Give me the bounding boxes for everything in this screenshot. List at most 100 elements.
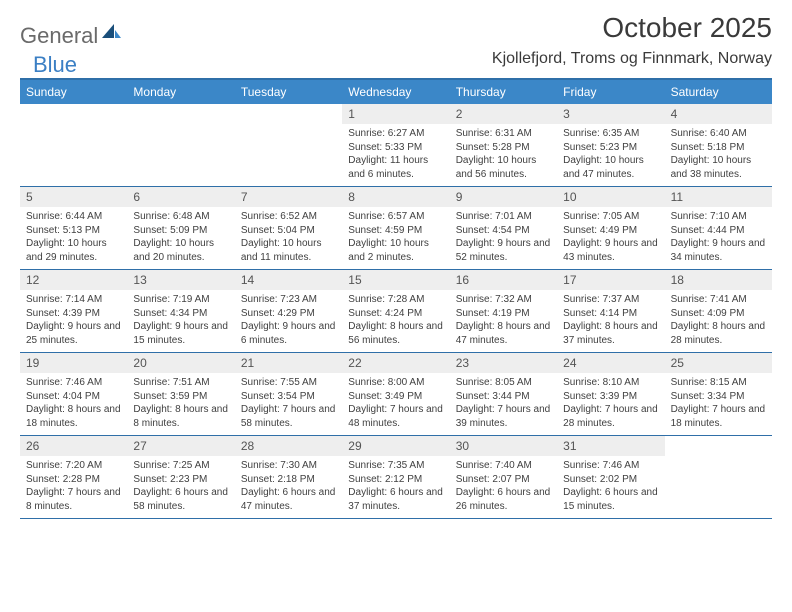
day-header: Saturday — [665, 80, 772, 104]
day-header: Thursday — [450, 80, 557, 104]
calendar: Sunday Monday Tuesday Wednesday Thursday… — [20, 78, 772, 519]
daylight-text: Daylight: 9 hours and 15 minutes. — [133, 320, 228, 347]
day-header-row: Sunday Monday Tuesday Wednesday Thursday… — [20, 80, 772, 104]
day-cell: 15Sunrise: 7:28 AMSunset: 4:24 PMDayligh… — [342, 270, 449, 352]
day-number: 4 — [665, 104, 772, 124]
day-cell: 21Sunrise: 7:55 AMSunset: 3:54 PMDayligh… — [235, 353, 342, 435]
sunset-text: Sunset: 2:23 PM — [133, 473, 228, 487]
sunrise-text: Sunrise: 6:35 AM — [563, 127, 658, 141]
day-cell: 8Sunrise: 6:57 AMSunset: 4:59 PMDaylight… — [342, 187, 449, 269]
day-header: Friday — [557, 80, 664, 104]
daylight-text: Daylight: 7 hours and 58 minutes. — [241, 403, 336, 430]
sunset-text: Sunset: 4:54 PM — [456, 224, 551, 238]
day-info: Sunrise: 7:35 AMSunset: 2:12 PMDaylight:… — [342, 456, 449, 517]
day-info: Sunrise: 7:30 AMSunset: 2:18 PMDaylight:… — [235, 456, 342, 517]
day-info: Sunrise: 7:25 AMSunset: 2:23 PMDaylight:… — [127, 456, 234, 517]
sunrise-text: Sunrise: 6:27 AM — [348, 127, 443, 141]
sunset-text: Sunset: 3:54 PM — [241, 390, 336, 404]
day-info: Sunrise: 6:35 AMSunset: 5:23 PMDaylight:… — [557, 124, 664, 185]
sunrise-text: Sunrise: 8:00 AM — [348, 376, 443, 390]
day-cell: 28Sunrise: 7:30 AMSunset: 2:18 PMDayligh… — [235, 436, 342, 518]
day-cell: 13Sunrise: 7:19 AMSunset: 4:34 PMDayligh… — [127, 270, 234, 352]
day-number: 19 — [20, 353, 127, 373]
weeks-container: 1Sunrise: 6:27 AMSunset: 5:33 PMDaylight… — [20, 104, 772, 519]
day-cell — [20, 104, 127, 186]
week-row: 1Sunrise: 6:27 AMSunset: 5:33 PMDaylight… — [20, 104, 772, 187]
day-info: Sunrise: 7:28 AMSunset: 4:24 PMDaylight:… — [342, 290, 449, 351]
sunset-text: Sunset: 4:19 PM — [456, 307, 551, 321]
sunset-text: Sunset: 3:34 PM — [671, 390, 766, 404]
sunset-text: Sunset: 3:39 PM — [563, 390, 658, 404]
daylight-text: Daylight: 8 hours and 56 minutes. — [348, 320, 443, 347]
day-info: Sunrise: 7:10 AMSunset: 4:44 PMDaylight:… — [665, 207, 772, 268]
day-info: Sunrise: 7:32 AMSunset: 4:19 PMDaylight:… — [450, 290, 557, 351]
daylight-text: Daylight: 7 hours and 8 minutes. — [26, 486, 121, 513]
day-cell: 2Sunrise: 6:31 AMSunset: 5:28 PMDaylight… — [450, 104, 557, 186]
day-number: 23 — [450, 353, 557, 373]
daylight-text: Daylight: 8 hours and 18 minutes. — [26, 403, 121, 430]
daylight-text: Daylight: 7 hours and 28 minutes. — [563, 403, 658, 430]
logo-sail-icon — [100, 22, 122, 49]
day-number: 29 — [342, 436, 449, 456]
sunset-text: Sunset: 4:44 PM — [671, 224, 766, 238]
logo-text-blue: Blue — [33, 52, 77, 77]
day-cell: 19Sunrise: 7:46 AMSunset: 4:04 PMDayligh… — [20, 353, 127, 435]
sunrise-text: Sunrise: 7:30 AM — [241, 459, 336, 473]
sunset-text: Sunset: 3:49 PM — [348, 390, 443, 404]
day-cell: 24Sunrise: 8:10 AMSunset: 3:39 PMDayligh… — [557, 353, 664, 435]
day-info: Sunrise: 7:01 AMSunset: 4:54 PMDaylight:… — [450, 207, 557, 268]
sunset-text: Sunset: 2:12 PM — [348, 473, 443, 487]
sunrise-text: Sunrise: 7:28 AM — [348, 293, 443, 307]
sunset-text: Sunset: 2:18 PM — [241, 473, 336, 487]
day-cell: 22Sunrise: 8:00 AMSunset: 3:49 PMDayligh… — [342, 353, 449, 435]
week-row: 19Sunrise: 7:46 AMSunset: 4:04 PMDayligh… — [20, 353, 772, 436]
day-number: 20 — [127, 353, 234, 373]
logo: General — [20, 22, 122, 49]
sunrise-text: Sunrise: 7:46 AM — [26, 376, 121, 390]
day-number: 24 — [557, 353, 664, 373]
daylight-text: Daylight: 8 hours and 8 minutes. — [133, 403, 228, 430]
day-info: Sunrise: 7:14 AMSunset: 4:39 PMDaylight:… — [20, 290, 127, 351]
daylight-text: Daylight: 6 hours and 47 minutes. — [241, 486, 336, 513]
sunrise-text: Sunrise: 7:40 AM — [456, 459, 551, 473]
day-info: Sunrise: 7:40 AMSunset: 2:07 PMDaylight:… — [450, 456, 557, 517]
sunset-text: Sunset: 5:23 PM — [563, 141, 658, 155]
day-number: 30 — [450, 436, 557, 456]
sunrise-text: Sunrise: 6:57 AM — [348, 210, 443, 224]
day-info: Sunrise: 7:41 AMSunset: 4:09 PMDaylight:… — [665, 290, 772, 351]
sunrise-text: Sunrise: 6:52 AM — [241, 210, 336, 224]
sunrise-text: Sunrise: 7:19 AM — [133, 293, 228, 307]
day-info: Sunrise: 6:48 AMSunset: 5:09 PMDaylight:… — [127, 207, 234, 268]
daylight-text: Daylight: 6 hours and 37 minutes. — [348, 486, 443, 513]
day-number: 15 — [342, 270, 449, 290]
day-number: 14 — [235, 270, 342, 290]
day-cell: 31Sunrise: 7:46 AMSunset: 2:02 PMDayligh… — [557, 436, 664, 518]
sunrise-text: Sunrise: 7:55 AM — [241, 376, 336, 390]
daylight-text: Daylight: 10 hours and 11 minutes. — [241, 237, 336, 264]
sunrise-text: Sunrise: 7:32 AM — [456, 293, 551, 307]
day-cell: 11Sunrise: 7:10 AMSunset: 4:44 PMDayligh… — [665, 187, 772, 269]
sunset-text: Sunset: 5:18 PM — [671, 141, 766, 155]
day-info: Sunrise: 7:55 AMSunset: 3:54 PMDaylight:… — [235, 373, 342, 434]
day-cell: 26Sunrise: 7:20 AMSunset: 2:28 PMDayligh… — [20, 436, 127, 518]
sunrise-text: Sunrise: 7:37 AM — [563, 293, 658, 307]
day-info: Sunrise: 7:23 AMSunset: 4:29 PMDaylight:… — [235, 290, 342, 351]
day-number: 16 — [450, 270, 557, 290]
sunset-text: Sunset: 3:59 PM — [133, 390, 228, 404]
sunrise-text: Sunrise: 7:05 AM — [563, 210, 658, 224]
daylight-text: Daylight: 10 hours and 29 minutes. — [26, 237, 121, 264]
day-info: Sunrise: 7:51 AMSunset: 3:59 PMDaylight:… — [127, 373, 234, 434]
week-row: 12Sunrise: 7:14 AMSunset: 4:39 PMDayligh… — [20, 270, 772, 353]
title-month: October 2025 — [492, 12, 772, 44]
day-number: 2 — [450, 104, 557, 124]
day-cell: 12Sunrise: 7:14 AMSunset: 4:39 PMDayligh… — [20, 270, 127, 352]
day-cell: 29Sunrise: 7:35 AMSunset: 2:12 PMDayligh… — [342, 436, 449, 518]
sunrise-text: Sunrise: 7:35 AM — [348, 459, 443, 473]
day-cell: 17Sunrise: 7:37 AMSunset: 4:14 PMDayligh… — [557, 270, 664, 352]
day-number: 21 — [235, 353, 342, 373]
day-cell: 27Sunrise: 7:25 AMSunset: 2:23 PMDayligh… — [127, 436, 234, 518]
sunset-text: Sunset: 5:33 PM — [348, 141, 443, 155]
day-cell: 5Sunrise: 6:44 AMSunset: 5:13 PMDaylight… — [20, 187, 127, 269]
day-info: Sunrise: 8:05 AMSunset: 3:44 PMDaylight:… — [450, 373, 557, 434]
day-number: 7 — [235, 187, 342, 207]
